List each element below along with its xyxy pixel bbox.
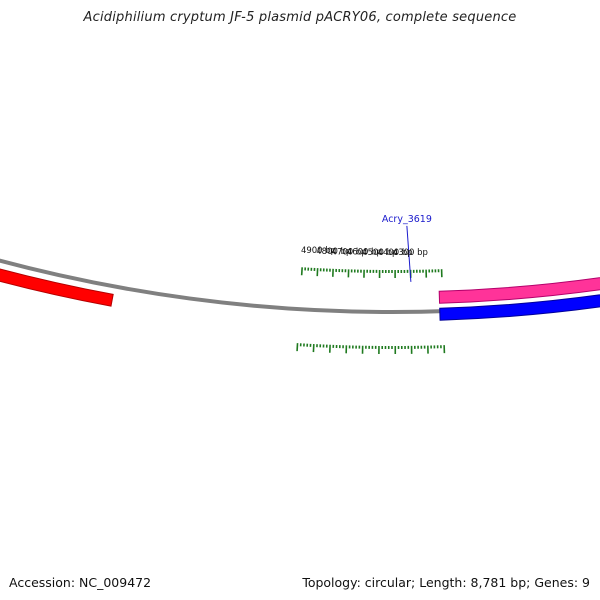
- tick-label-4400: 4400 bp: [378, 248, 413, 258]
- tick-label-4900: 4900 bp: [301, 246, 336, 256]
- gene-arc-acry-3619[interactable]: [438, 201, 600, 304]
- tick-label-4700: 4700 bp: [332, 247, 367, 257]
- inner-tick-ring: [296, 343, 446, 354]
- tick-label-4600: 4600 bp: [347, 248, 382, 258]
- gene-arc-blue[interactable]: [439, 217, 600, 321]
- tick-labels: 4900 bp 4800 bp 4700 bp 4600 bp 4500 bp …: [301, 246, 428, 258]
- outer-tick-ring: [300, 267, 443, 278]
- accession-label: Accession: NC_009472: [9, 575, 152, 590]
- topology-summary: Topology: circular; Length: 8,781 bp; Ge…: [302, 575, 590, 590]
- map-title: Acidiphilium cryptum JF-5 plasmid pACRY0…: [83, 10, 517, 25]
- tick-label-4500: 4500 bp: [362, 248, 397, 258]
- tick-label-4300: 4300 bp: [393, 248, 428, 258]
- gene-label-acry-3619[interactable]: Acry_3619: [382, 214, 432, 225]
- tick-label-4800: 4800 bp: [316, 247, 351, 257]
- gene-arc-red[interactable]: [0, 141, 114, 307]
- gene-callout-line: [406, 225, 412, 282]
- plasmid-backbone: [0, 258, 600, 314]
